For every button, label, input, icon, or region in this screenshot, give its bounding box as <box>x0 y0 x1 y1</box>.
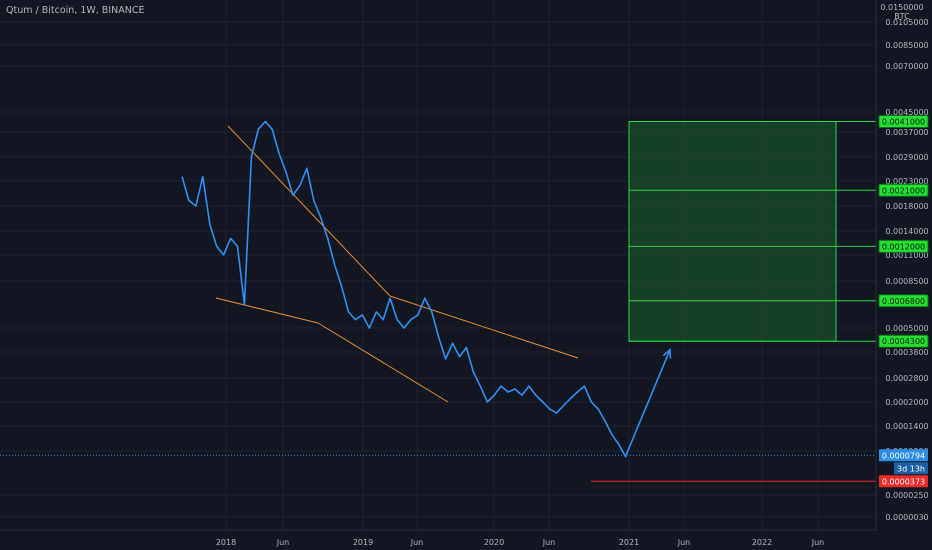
x-tick-label: 2021 <box>619 538 639 547</box>
red-level-tag: 0.0000373 <box>882 477 925 486</box>
y-tick-label: 0.0045000 <box>885 108 928 117</box>
y-tick-label: 0.0001400 <box>885 422 928 431</box>
x-tick-label: Jun <box>677 538 691 547</box>
x-tick-label: 2019 <box>353 538 373 547</box>
current-price-tag-bg <box>879 449 928 462</box>
y-tick-label: 0.0070000 <box>885 62 928 71</box>
y-tick-label: 0.0005000 <box>885 324 928 333</box>
x-tick-label: Jun <box>276 538 290 547</box>
top-partial-tick: 0.0150000 <box>880 3 924 12</box>
y-tick-label: 0.0023000 <box>885 177 928 186</box>
y-tick-label: 0.0018000 <box>885 202 928 211</box>
target-price-tag-bg <box>878 239 929 253</box>
price-tags: 0.0041000 0.0021000 0.0012000 0.0006800 0.00… <box>878 115 929 488</box>
currency-label: 0.0150000 BTC <box>876 3 928 21</box>
y-tick-label: 0.0011000 <box>885 251 928 260</box>
y-axis[interactable]: 0.01050000.00850000.00700000.00450000.00… <box>875 0 929 530</box>
y-tick-label: 0.0000250 <box>885 491 928 500</box>
target-zone <box>628 121 837 342</box>
x-tick-label: 2022 <box>752 538 772 547</box>
target-price-tag: 0.0041000 <box>882 118 925 127</box>
countdown-tag: 3d 13h <box>897 464 925 473</box>
target-price-tag: 0.0004300 <box>882 337 925 346</box>
trend-line <box>215 297 319 324</box>
projection-arrow-shaft <box>625 349 671 456</box>
y-tick-label: 0.0000030 <box>885 513 928 522</box>
x-tick-label: Jun <box>410 538 424 547</box>
y-tick-label: 0.0002800 <box>885 374 928 383</box>
target-price-tag: 0.0012000 <box>882 242 925 251</box>
countdown-tag-bg <box>894 462 928 475</box>
target-price-tag-bg <box>878 183 929 197</box>
y-tick-label: 0.0008500 <box>885 277 928 286</box>
target-price-tag: 0.0006800 <box>882 297 925 306</box>
y-tick-label: 0.0085000 <box>885 41 928 50</box>
projection-arrow-head <box>662 348 672 359</box>
projection-arrow <box>625 348 672 456</box>
target-price-tag-bg <box>878 334 929 348</box>
y-tick-label: 0.0002000 <box>885 398 928 407</box>
y-tick-label: 0.0029000 <box>885 153 928 162</box>
x-tick-label: Jun <box>811 538 825 547</box>
target-price-tag: 0.0021000 <box>882 186 925 195</box>
y-tick-label: 0.0037000 <box>885 128 928 137</box>
trend-line <box>227 125 391 297</box>
target-level-lines <box>629 121 876 342</box>
target-price-tag-bg <box>878 294 929 308</box>
y-tick-label: 0.0105000 <box>885 18 928 27</box>
current-price-tag: 0.0000794 <box>882 451 925 460</box>
x-tick-label: Jun <box>542 538 556 547</box>
y-tick-label: 0.0014000 <box>885 227 928 236</box>
x-axis[interactable]: 2018 Jun 2019 Jun 2020 Jun 2021 Jun 2022 Jun <box>0 529 876 547</box>
x-tick-label: 2020 <box>484 538 504 547</box>
red-level-tag-bg <box>879 475 928 488</box>
trend-line <box>317 322 449 403</box>
price-series-line <box>181 120 627 458</box>
y-tick-label: 0.0003800 <box>885 348 928 357</box>
x-tick-label: 2018 <box>216 538 236 547</box>
currency-unit: BTC <box>894 12 910 21</box>
chart-title: Qtum / Bitcoin, 1W, BINANCE <box>6 5 145 16</box>
target-price-tag-bg <box>878 115 929 129</box>
